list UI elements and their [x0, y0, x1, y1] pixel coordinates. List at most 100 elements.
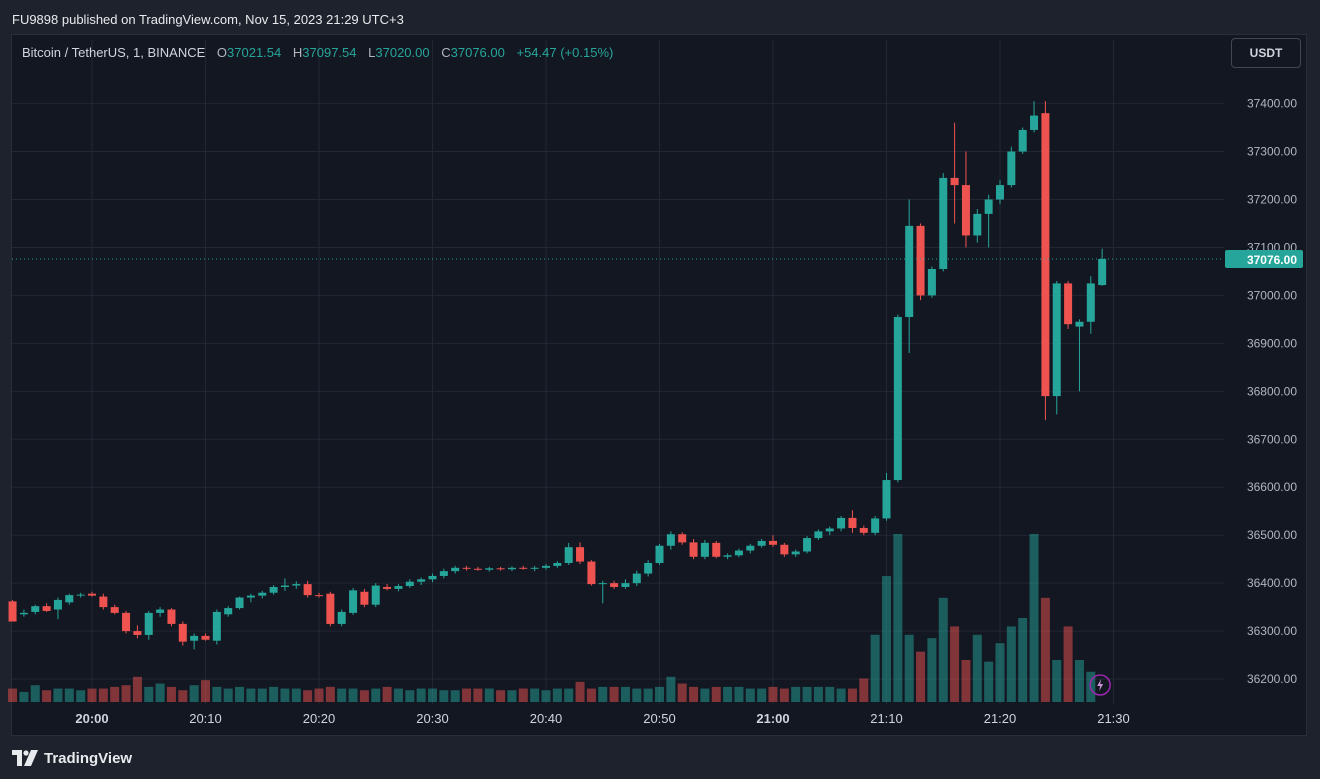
candle-body[interactable]: [871, 518, 880, 533]
candle-body[interactable]: [905, 225, 914, 317]
candle-body[interactable]: [156, 609, 165, 613]
candle-body[interactable]: [394, 586, 403, 589]
candle-body[interactable]: [893, 316, 902, 481]
candle-body[interactable]: [621, 583, 630, 587]
candle-body[interactable]: [76, 594, 85, 596]
candle-body[interactable]: [848, 517, 857, 528]
candle-body[interactable]: [337, 611, 346, 624]
candle-body[interactable]: [462, 567, 471, 569]
candle-body[interactable]: [144, 612, 153, 635]
candle-body[interactable]: [587, 561, 596, 585]
symbol-name[interactable]: Bitcoin / TetherUS, 1, BINANCE: [22, 45, 206, 60]
candle-body[interactable]: [496, 568, 505, 570]
candle-body[interactable]: [417, 579, 426, 582]
candle-body[interactable]: [803, 538, 812, 552]
candle-body[interactable]: [1052, 283, 1061, 397]
candle-body[interactable]: [632, 573, 641, 584]
candle-body[interactable]: [780, 544, 789, 555]
candle-body[interactable]: [916, 225, 925, 296]
candle-body[interactable]: [258, 592, 267, 596]
candle-body[interactable]: [530, 567, 539, 569]
candle-body[interactable]: [700, 542, 709, 557]
candle-body[interactable]: [576, 547, 585, 562]
candle-body[interactable]: [939, 177, 948, 270]
candle-body[interactable]: [825, 528, 834, 532]
candle-body[interactable]: [723, 555, 732, 557]
candle-body[interactable]: [212, 611, 221, 641]
candle-body[interactable]: [360, 591, 369, 605]
candle-body[interactable]: [65, 595, 74, 603]
candle-body[interactable]: [961, 185, 970, 236]
candle-body[interactable]: [882, 480, 891, 519]
candle-body[interactable]: [371, 585, 380, 605]
candle-body[interactable]: [451, 567, 460, 572]
candle-body[interactable]: [292, 584, 301, 586]
lightning-icon[interactable]: [1089, 674, 1111, 696]
candle-body[interactable]: [31, 606, 40, 612]
candle-body[interactable]: [507, 567, 516, 570]
candle-body[interactable]: [996, 185, 1004, 200]
candle-body[interactable]: [1007, 151, 1016, 186]
candle-body[interactable]: [757, 540, 766, 546]
candle-body[interactable]: [984, 199, 993, 214]
candle-body[interactable]: [178, 623, 187, 642]
candle-body[interactable]: [712, 542, 721, 557]
candle-body[interactable]: [791, 551, 800, 555]
candle-body[interactable]: [110, 607, 119, 613]
candle-body[interactable]: [837, 517, 846, 529]
candle-body[interactable]: [383, 586, 392, 589]
candle-body[interactable]: [1030, 115, 1039, 130]
candle-body[interactable]: [303, 584, 312, 596]
candle-body[interactable]: [655, 545, 664, 564]
candle-body[interactable]: [1098, 258, 1107, 286]
candle-body[interactable]: [473, 568, 482, 570]
candle-body[interactable]: [42, 606, 51, 611]
candle-body[interactable]: [859, 527, 868, 533]
candle-body[interactable]: [326, 593, 335, 624]
candle-body[interactable]: [769, 540, 777, 545]
candle-body[interactable]: [428, 575, 437, 580]
candle-body[interactable]: [1041, 113, 1050, 397]
candle-body[interactable]: [814, 531, 823, 539]
candle-body[interactable]: [610, 583, 619, 587]
candle-body[interactable]: [167, 609, 176, 624]
candle-body[interactable]: [224, 608, 233, 615]
candle-body[interactable]: [678, 534, 687, 543]
candle-body[interactable]: [542, 565, 550, 568]
candle-body[interactable]: [1018, 129, 1027, 152]
candle-body[interactable]: [598, 583, 607, 585]
candle-body[interactable]: [519, 567, 528, 569]
candle-body[interactable]: [973, 213, 982, 236]
candle-body[interactable]: [19, 612, 28, 615]
candle-body[interactable]: [235, 597, 244, 609]
candle-body[interactable]: [564, 547, 573, 564]
candle-body[interactable]: [190, 635, 199, 641]
candle-body[interactable]: [1064, 283, 1073, 325]
candle-body[interactable]: [122, 612, 131, 632]
candle-body[interactable]: [950, 177, 959, 186]
candle-body[interactable]: [644, 563, 653, 574]
candle-body[interactable]: [553, 563, 562, 566]
candle-body[interactable]: [315, 595, 323, 597]
candle-body[interactable]: [349, 590, 358, 613]
candle-body[interactable]: [246, 595, 255, 598]
candle-body[interactable]: [1075, 321, 1084, 327]
candle-body[interactable]: [405, 581, 414, 587]
candle-body[interactable]: [53, 599, 62, 610]
candle-body[interactable]: [689, 542, 698, 557]
footer-brand[interactable]: TradingView: [12, 746, 132, 770]
candle-body[interactable]: [269, 586, 278, 593]
candle-body[interactable]: [1086, 283, 1095, 322]
candle-body[interactable]: [439, 571, 448, 576]
candle-body[interactable]: [99, 596, 108, 608]
candle-body[interactable]: [746, 545, 755, 551]
candle-body[interactable]: [485, 568, 494, 570]
candle-body[interactable]: [133, 631, 142, 635]
candle-body[interactable]: [201, 635, 210, 640]
currency-button[interactable]: USDT: [1231, 38, 1301, 68]
candle-body[interactable]: [734, 550, 743, 556]
candle-body[interactable]: [666, 534, 675, 546]
candle-body[interactable]: [8, 601, 17, 622]
candle-body[interactable]: [927, 269, 936, 296]
